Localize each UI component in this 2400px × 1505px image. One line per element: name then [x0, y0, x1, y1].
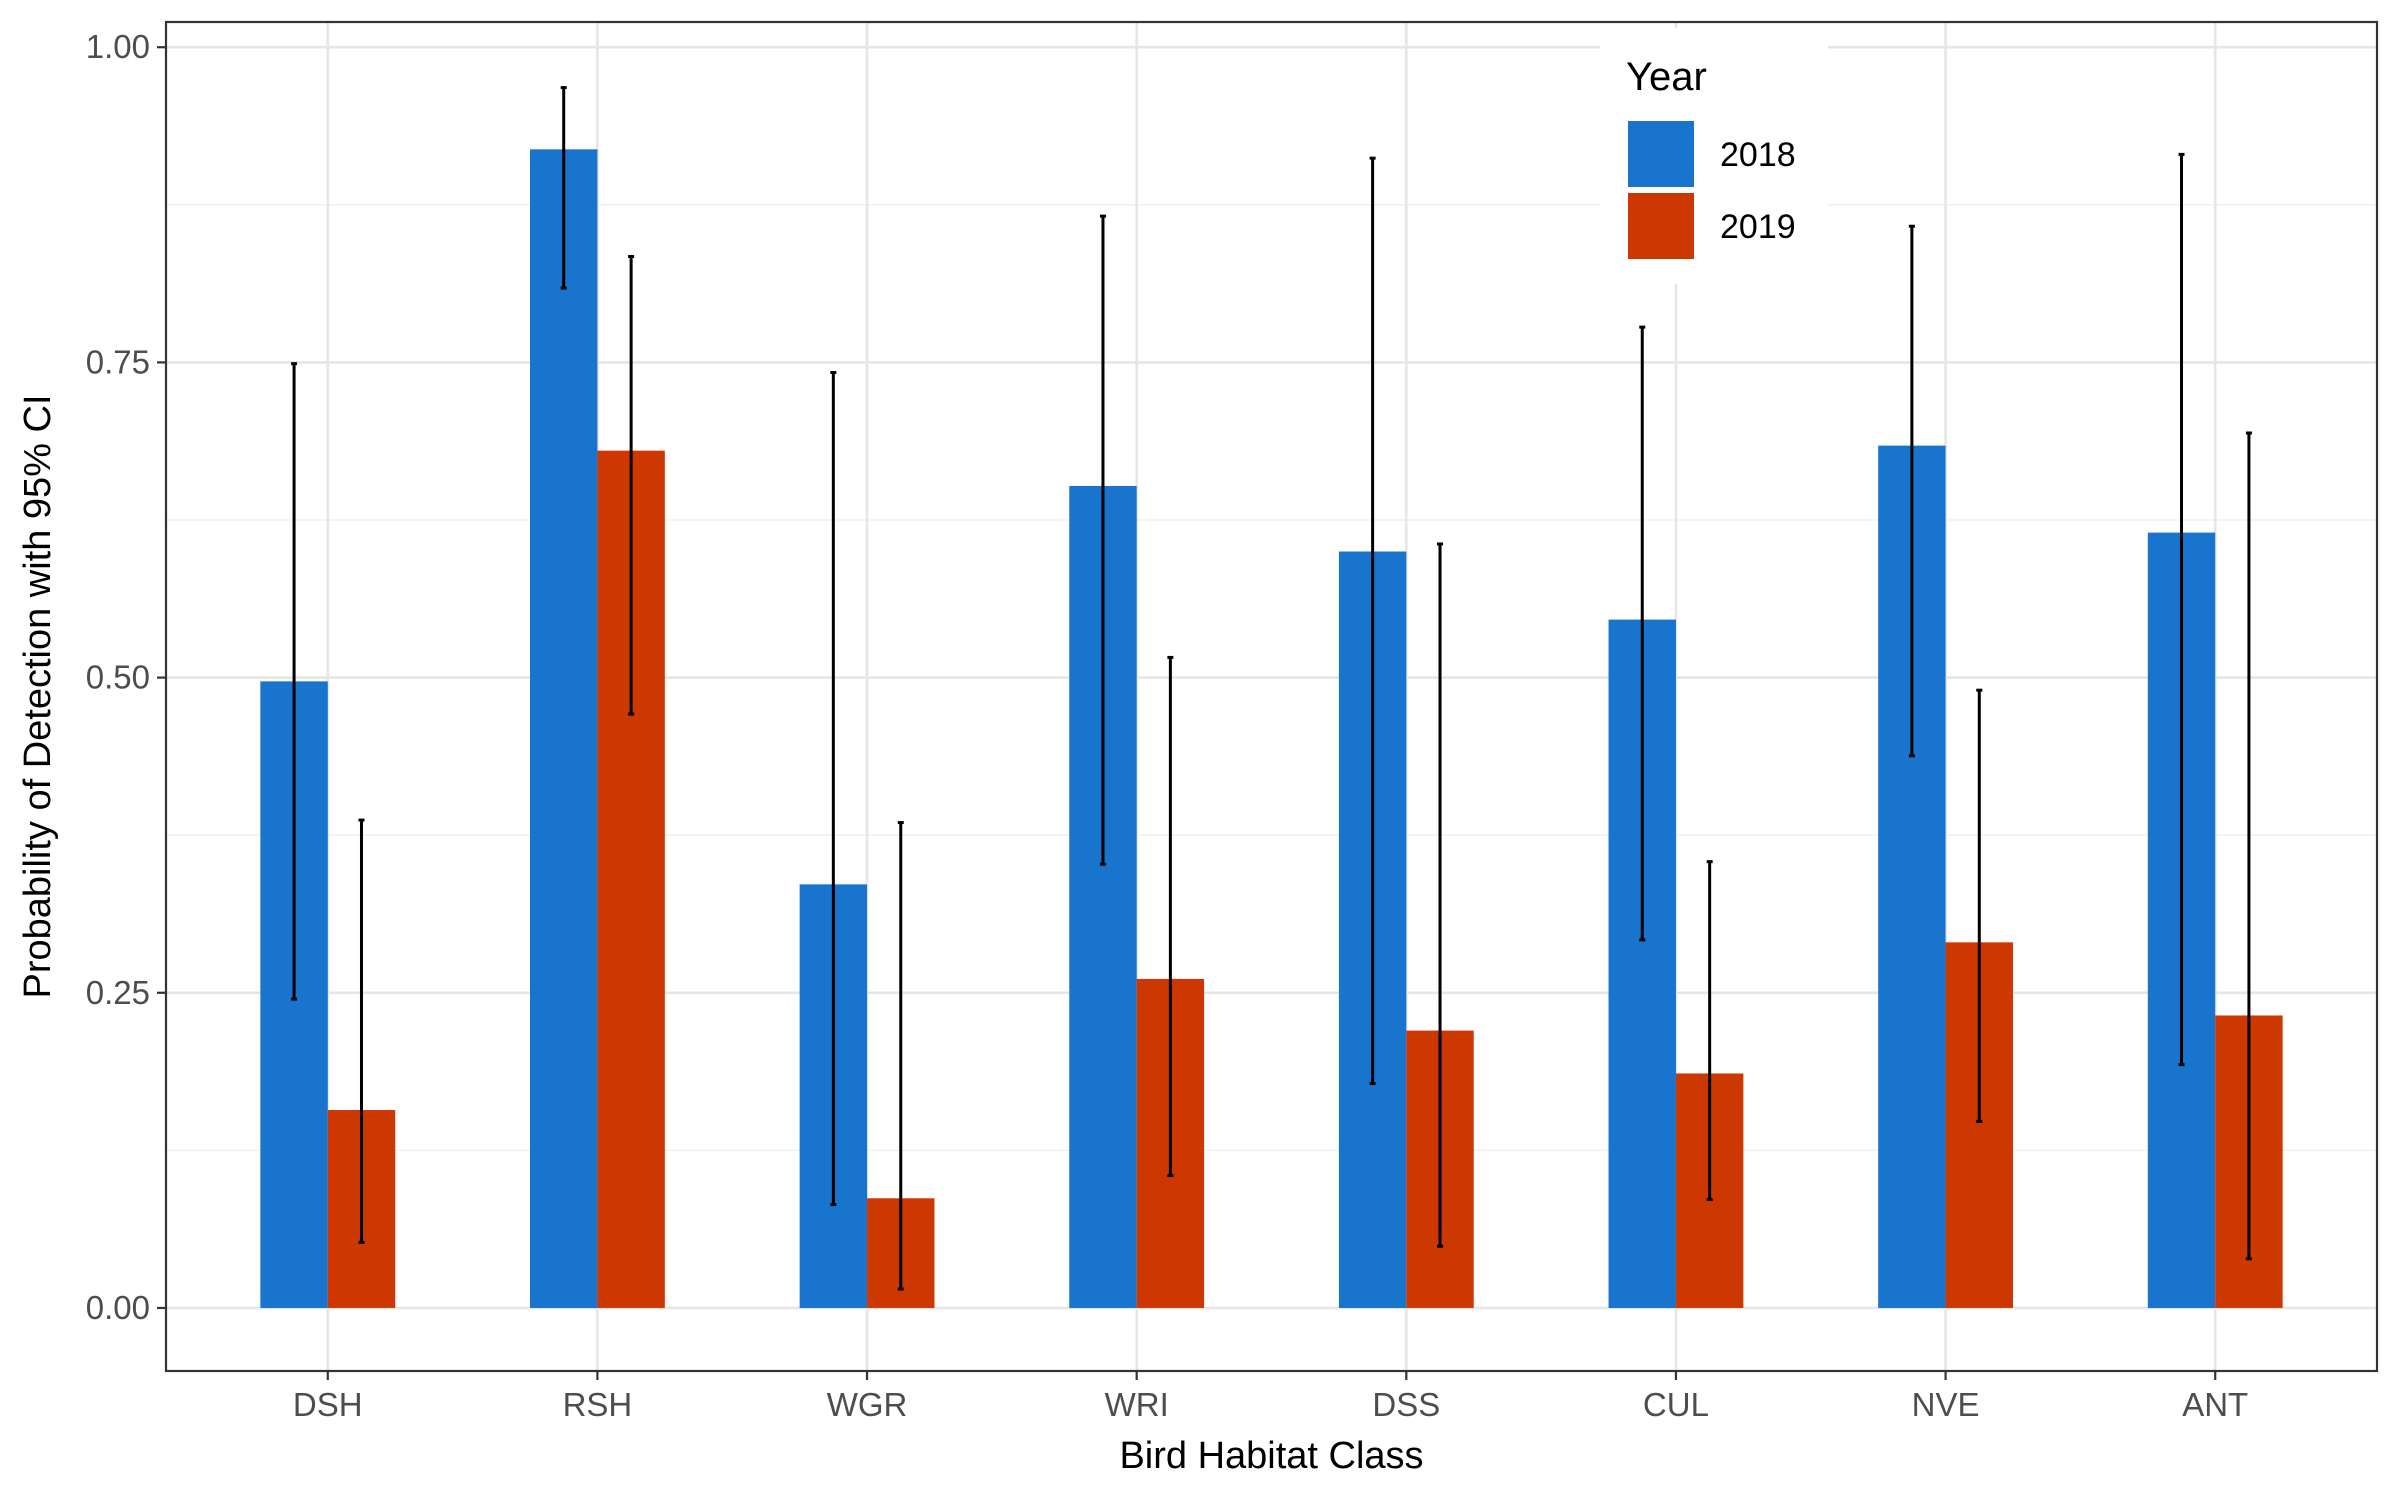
x-tick-label: WGR — [827, 1386, 908, 1423]
legend-items: 2018 2019 — [1628, 121, 1796, 259]
y-tick-label: 0.75 — [86, 343, 150, 380]
x-tick-label: ANT — [2182, 1386, 2248, 1423]
y-tick-label: 0.50 — [86, 659, 150, 696]
legend: Year 2018 2019 — [1600, 28, 1828, 284]
y-tick-label: 0.25 — [86, 974, 150, 1011]
legend-key-2019 — [1628, 193, 1694, 259]
legend-label-2018: 2018 — [1720, 136, 1796, 174]
x-tick-label: WRI — [1105, 1386, 1169, 1423]
x-axis-title: Bird Habitat Class — [1119, 1435, 1423, 1477]
x-tick-label: RSH — [563, 1386, 633, 1423]
bar-2018-RSH — [530, 149, 598, 1308]
axes: 0.00 0.25 0.50 0.75 1.00 DSH RSH WGR WRI DSS CUL NV… — [86, 28, 2248, 1423]
x-tick-label: DSH — [293, 1386, 363, 1423]
plot-panel-border — [164, 20, 2379, 1373]
x-tick-label: NVE — [1912, 1386, 1980, 1423]
legend-label-2019: 2019 — [1720, 208, 1796, 246]
gridlines — [166, 22, 2377, 1371]
y-tick-label: 1.00 — [86, 28, 150, 65]
legend-title: Year — [1626, 55, 1707, 99]
y-axis-title: Probability of Detection with 95% CI — [17, 394, 59, 998]
x-tick-label: CUL — [1643, 1386, 1709, 1423]
y-tick-label: 0.00 — [86, 1289, 150, 1326]
error-bars — [291, 86, 2252, 1291]
x-tick-label: DSS — [1372, 1386, 1440, 1423]
legend-key-2018 — [1628, 121, 1694, 187]
